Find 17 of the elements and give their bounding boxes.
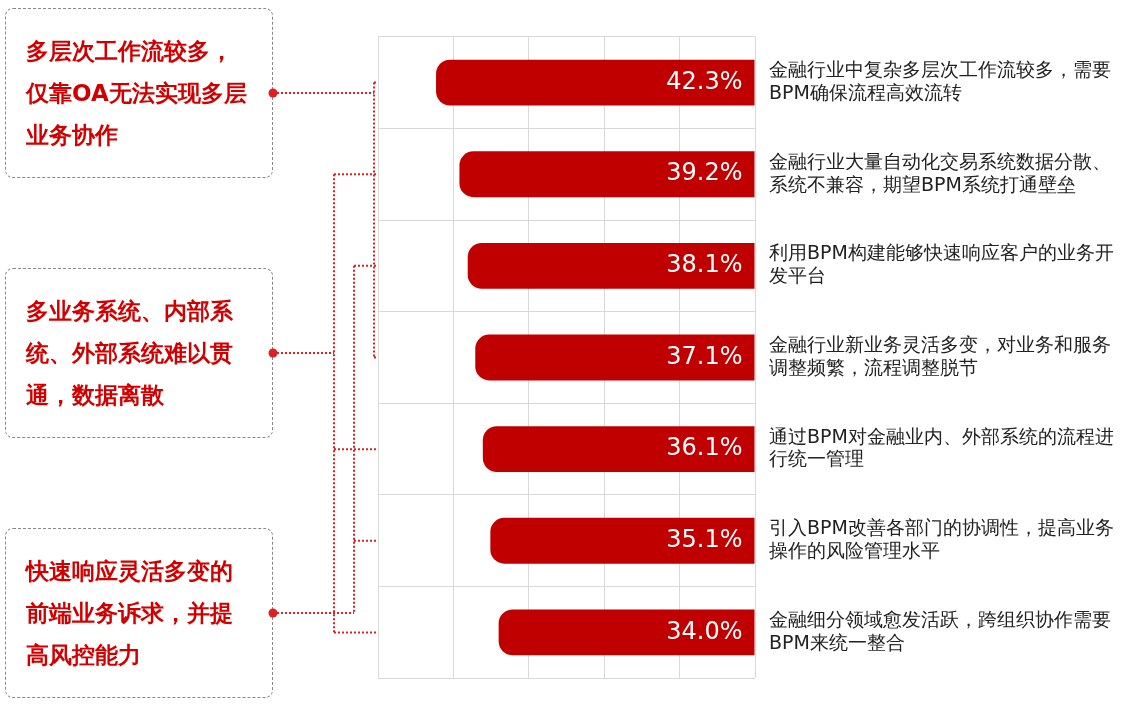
- y-tick-label: 通过BPM对金融业内、外部系统的流程进行统一管理: [769, 424, 1114, 470]
- data-label: 34.0%: [666, 616, 743, 645]
- text: 快速响应灵活多变的前端业务诉求，并提高风控能力: [5, 528, 273, 698]
- data-label: 37.1%: [666, 341, 743, 370]
- data-label: 42.3%: [666, 66, 743, 95]
- data-label: 36.1%: [666, 433, 743, 462]
- y-tick-label: 金融细分领域愈发活跃，跨组织协作需要BPM来统一整合: [769, 607, 1111, 653]
- y-tick-label: 引入BPM改善各部门的协调性，提高业务操作的风险管理水平: [769, 516, 1114, 562]
- data-label: 35.1%: [666, 524, 743, 553]
- y-tick-label: 金融行业大量自动化交易系统数据分散、系统不兼容，期望BPM系统打通壁垒: [769, 149, 1111, 195]
- text: 多业务系统、内部系统、外部系统难以贯通，数据离散: [5, 268, 273, 438]
- y-tick-label: 利用BPM构建能够快速响应客户的业务开发平台: [769, 241, 1114, 287]
- y-tick-label: 金融行业中复杂多层次工作流较多，需要BPM确保流程高效流转: [769, 58, 1111, 103]
- data-label: 39.2%: [666, 158, 743, 187]
- text: 多层次工作流较多，仅靠OA无法实现多层业务协作: [5, 8, 273, 178]
- data-label: 38.1%: [666, 250, 743, 279]
- y-tick-label: 金融行业新业务灵活多变，对业务和服务调整频繁，流程调整脱节: [769, 333, 1111, 378]
